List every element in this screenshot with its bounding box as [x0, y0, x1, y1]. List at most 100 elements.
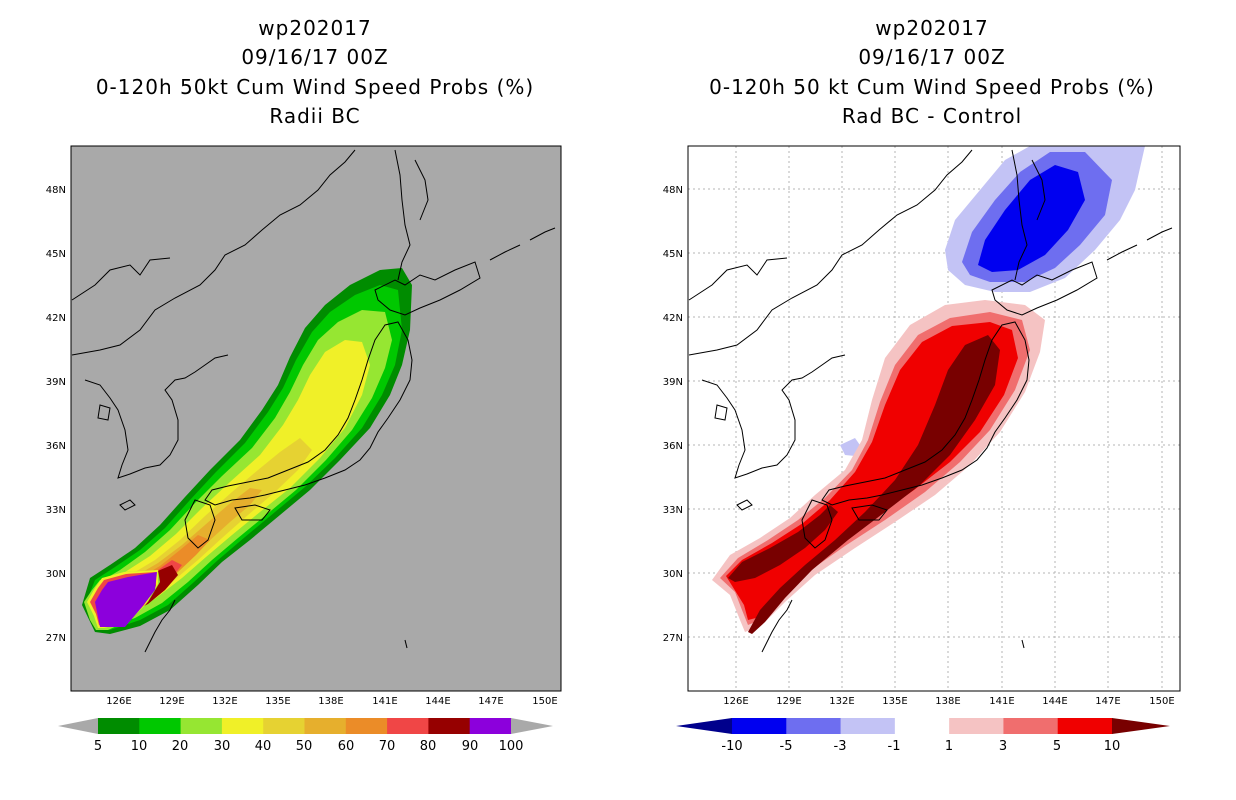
- left-colorbar-cell: [469, 718, 512, 734]
- left-colorbar-cell: [180, 718, 223, 734]
- right-lon-150e: 150E: [1149, 696, 1174, 707]
- left-cb-label-80: 80: [420, 739, 437, 754]
- left-lon-126e: 126E: [106, 696, 131, 707]
- right-colorbar-cell: [786, 718, 842, 734]
- right-colorbar: -10 -5 -3 -1 1 3 5 10: [676, 718, 1170, 754]
- left-lat-30n: 30N: [46, 569, 66, 580]
- left-title: wp202017 09/16/17 00Z 0-120h 50kt Cum Wi…: [55, 14, 575, 131]
- left-lon-141e: 141E: [372, 696, 397, 707]
- right-cb-label-3: 3: [999, 739, 1007, 754]
- left-map: 48N 45N 42N 39N 36N 33N 30N 27N 126E 129…: [46, 145, 562, 707]
- left-colorbar: 5 10 20 30 40 50 60 70 80 90 100: [58, 718, 553, 754]
- left-lat-39n: 39N: [46, 377, 66, 388]
- left-lat-27n: 27N: [46, 633, 66, 644]
- left-colorbar-cell: [387, 718, 429, 734]
- right-cb-label-5: 5: [1053, 739, 1061, 754]
- left-colorbar-cell: [345, 718, 388, 734]
- right-cb-label-neg3: -3: [834, 739, 847, 754]
- left-cb-label-5: 5: [94, 739, 102, 754]
- right-lat-axis: 48N 45N 42N 39N 36N 33N 30N 27N: [663, 185, 683, 644]
- left-lon-147e: 147E: [478, 696, 503, 707]
- left-lon-axis: 126E 129E 132E 135E 138E 141E 144E 147E …: [106, 696, 557, 707]
- right-band-neg-5: [978, 165, 1085, 272]
- left-colorbar-low-arrow: [58, 718, 98, 734]
- left-lon-129e: 129E: [159, 696, 184, 707]
- right-cb-label-1: 1: [945, 739, 953, 754]
- left-colorbar-labels: 5 10 20 30 40 50 60 70 80 90 100: [94, 739, 524, 754]
- right-colorbar-labels: -10 -5 -3 -1 1 3 5 10: [721, 739, 1120, 754]
- left-title-subtitle: Radii BC: [269, 104, 361, 128]
- right-colorbar-cell: [1003, 718, 1059, 734]
- right-cb-label-neg5: -5: [780, 739, 793, 754]
- right-lat-27n: 27N: [663, 633, 683, 644]
- right-lon-126e: 126E: [723, 696, 748, 707]
- left-lat-36n: 36N: [46, 441, 66, 452]
- right-lat-45n: 45N: [663, 249, 683, 260]
- left-title-date: 09/16/17 00Z: [241, 45, 389, 69]
- right-difference-fill: [712, 146, 1145, 634]
- right-title: wp202017 09/16/17 00Z 0-120h 50 kt Cum W…: [672, 14, 1192, 131]
- right-map: 48N 45N 42N 39N 36N 33N 30N 27N 126E 129…: [663, 145, 1181, 707]
- left-lon-132e: 132E: [212, 696, 237, 707]
- left-cb-label-20: 20: [172, 739, 189, 754]
- right-title-date: 09/16/17 00Z: [858, 45, 1006, 69]
- left-cb-label-50: 50: [296, 739, 313, 754]
- left-cb-label-10: 10: [131, 739, 148, 754]
- right-lon-132e: 132E: [829, 696, 854, 707]
- left-lat-42n: 42N: [46, 313, 66, 324]
- right-lon-135e: 135E: [882, 696, 907, 707]
- left-lon-144e: 144E: [425, 696, 450, 707]
- left-cb-label-90: 90: [462, 739, 479, 754]
- right-cb-label-neg10: -10: [721, 739, 742, 754]
- left-cb-label-60: 60: [338, 739, 355, 754]
- right-lat-39n: 39N: [663, 377, 683, 388]
- left-lat-33n: 33N: [46, 505, 66, 516]
- right-lon-147e: 147E: [1095, 696, 1120, 707]
- right-lat-33n: 33N: [663, 505, 683, 516]
- left-map-frame: [70, 145, 562, 692]
- left-lat-48n: 48N: [46, 185, 66, 196]
- right-title-subtitle: Rad BC - Control: [841, 104, 1023, 128]
- right-lon-144e: 144E: [1042, 696, 1067, 707]
- right-lat-42n: 42N: [663, 313, 683, 324]
- right-colorbar-cell: [732, 718, 787, 734]
- right-lon-141e: 141E: [989, 696, 1014, 707]
- left-colorbar-high-arrow: [511, 718, 553, 734]
- right-cb-label-10: 10: [1104, 739, 1121, 754]
- right-band-pos-10: [748, 335, 1000, 634]
- left-lon-135e: 135E: [265, 696, 290, 707]
- left-lon-150e: 150E: [532, 696, 557, 707]
- left-colorbar-cell: [221, 718, 264, 734]
- left-cb-label-100: 100: [499, 739, 524, 754]
- right-lat-36n: 36N: [663, 441, 683, 452]
- right-lat-48n: 48N: [663, 185, 683, 196]
- left-lon-138e: 138E: [318, 696, 343, 707]
- left-cb-label-30: 30: [214, 739, 231, 754]
- left-colorbar-cell: [263, 718, 305, 734]
- right-colorbar-low-arrow: [676, 718, 732, 734]
- right-colorbar-cell: [949, 718, 1004, 734]
- right-colorbar-high-arrow: [1112, 718, 1170, 734]
- left-lat-axis: 48N 45N 42N 39N 36N 33N 30N 27N: [46, 185, 66, 644]
- right-title-product: 0-120h 50 kt Cum Wind Speed Probs (%): [709, 75, 1155, 99]
- left-colorbar-cell: [139, 718, 182, 734]
- left-colorbar-cell: [428, 718, 471, 734]
- left-band-30: [95, 340, 370, 623]
- right-lat-30n: 30N: [663, 569, 683, 580]
- left-band-90: [95, 572, 157, 627]
- left-colorbar-cell: [98, 718, 140, 734]
- left-probability-fill: [71, 149, 556, 653]
- right-title-storm: wp202017: [875, 16, 989, 40]
- right-colorbar-cell: [1057, 718, 1113, 734]
- left-title-product: 0-120h 50kt Cum Wind Speed Probs (%): [95, 75, 535, 99]
- left-title-storm: wp202017: [258, 16, 372, 40]
- left-cb-label-40: 40: [255, 739, 272, 754]
- right-lon-axis: 126E 129E 132E 135E 138E 141E 144E 147E …: [723, 696, 1174, 707]
- left-colorbar-cell: [304, 718, 347, 734]
- right-lon-129e: 129E: [776, 696, 801, 707]
- right-cb-label-neg1: -1: [888, 739, 901, 754]
- right-colorbar-cell: [840, 718, 896, 734]
- right-map-frame: [687, 145, 1181, 692]
- left-lat-45n: 45N: [46, 249, 66, 260]
